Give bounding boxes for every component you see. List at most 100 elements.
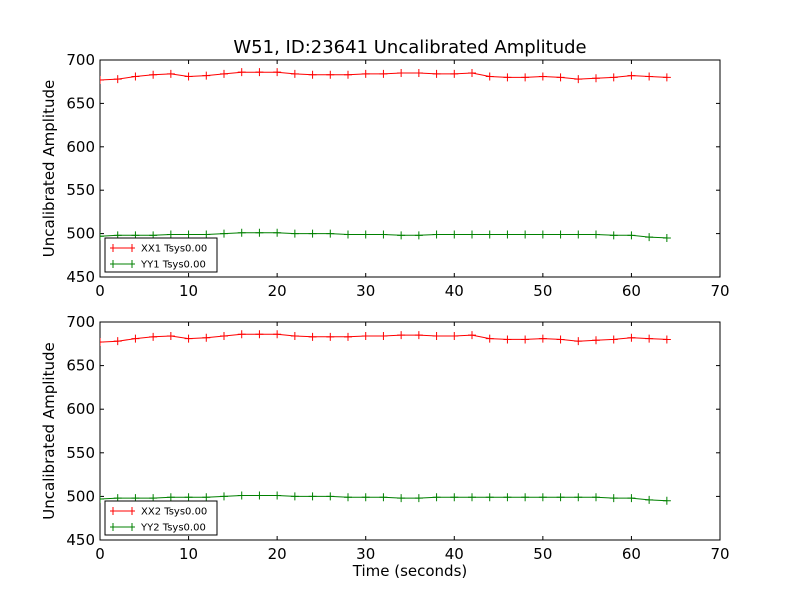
data-point — [184, 493, 193, 502]
data-point — [414, 231, 423, 240]
data-point — [521, 230, 530, 239]
series-1 — [100, 330, 671, 347]
data-point — [361, 69, 370, 78]
data-point — [379, 331, 388, 340]
x-tick-label: 50 — [533, 545, 552, 563]
data-point — [627, 71, 636, 80]
data-point — [609, 73, 618, 82]
data-point — [273, 491, 282, 500]
series-1 — [100, 68, 671, 84]
legend: XX2 Tsys0.00 YY2 Tsys0.00 — [104, 500, 218, 536]
data-point — [379, 230, 388, 239]
data-point — [255, 491, 264, 500]
data-point — [662, 335, 671, 344]
data-point — [450, 69, 459, 78]
data-point — [100, 232, 104, 241]
data-point — [255, 330, 264, 339]
data-point — [645, 495, 654, 504]
y-tick-label: 450 — [66, 268, 95, 286]
data-point — [397, 494, 406, 503]
y-axis-label: Uncalibrated Amplitude — [40, 342, 58, 519]
data-point — [361, 230, 370, 239]
data-point — [166, 69, 175, 78]
data-point — [627, 231, 636, 240]
x-axis-label: Time (seconds) — [352, 562, 468, 580]
data-point — [326, 229, 335, 238]
data-point — [397, 69, 406, 78]
data-point — [503, 493, 512, 502]
x-tick-label: 70 — [710, 545, 729, 563]
data-point — [645, 233, 654, 242]
data-point — [592, 493, 600, 502]
data-point — [326, 332, 335, 341]
data-point — [645, 334, 654, 343]
data-point — [468, 493, 476, 502]
data-point — [184, 72, 193, 81]
y-tick-label: 550 — [66, 181, 95, 199]
data-point — [556, 493, 565, 502]
data-point — [432, 230, 441, 239]
data-point — [592, 74, 600, 83]
data-point — [592, 230, 600, 239]
data-point — [237, 491, 246, 500]
data-point — [220, 331, 228, 340]
x-tick-label: 50 — [533, 282, 552, 300]
legend-label: YY1 Tsys0.00 — [140, 260, 206, 271]
data-point — [627, 494, 636, 503]
data-point — [574, 337, 583, 346]
chart-title: W51, ID:23641 Uncalibrated Amplitude — [233, 37, 586, 58]
data-point — [255, 228, 264, 237]
data-point — [556, 73, 565, 82]
data-point — [308, 332, 317, 341]
x-tick-label: 10 — [179, 545, 198, 563]
data-point — [574, 230, 583, 239]
x-tick-label: 20 — [268, 545, 287, 563]
data-point — [503, 335, 512, 344]
legend: XX1 Tsys0.00 YY1 Tsys0.00 — [104, 237, 218, 273]
data-point — [592, 336, 600, 345]
data-point — [131, 334, 140, 343]
data-point — [485, 334, 494, 343]
data-point — [149, 332, 158, 341]
data-point — [609, 335, 618, 344]
data-point — [468, 331, 476, 340]
data-point — [645, 72, 654, 81]
data-point — [414, 494, 423, 503]
y-tick-label: 700 — [66, 51, 95, 69]
x-tick-label: 30 — [356, 545, 375, 563]
legend-label: XX2 Tsys0.00 — [141, 507, 207, 518]
data-point — [273, 330, 282, 339]
x-tick-label: 0 — [95, 545, 105, 563]
data-point — [662, 233, 671, 242]
data-point — [432, 69, 441, 78]
x-tick-label: 40 — [445, 545, 464, 563]
y-tick-label: 650 — [66, 357, 95, 375]
y-tick-label: 700 — [66, 313, 95, 331]
data-point — [521, 335, 530, 344]
data-point — [166, 230, 175, 239]
data-point — [450, 331, 459, 340]
data-point — [290, 69, 299, 78]
legend-label: YY2 Tsys0.00 — [140, 523, 206, 534]
data-point — [220, 69, 228, 78]
data-point — [344, 70, 352, 79]
x-tick-label: 60 — [622, 545, 641, 563]
data-point — [432, 331, 441, 340]
data-point — [379, 69, 388, 78]
data-point — [237, 330, 246, 339]
data-point — [468, 230, 476, 239]
data-point — [379, 493, 388, 502]
legend-marker — [112, 244, 133, 252]
legend-marker — [112, 507, 133, 515]
data-point — [166, 493, 175, 502]
x-tick-label: 30 — [356, 282, 375, 300]
legend-marker — [112, 523, 133, 531]
x-tick-label: 10 — [179, 282, 198, 300]
data-point — [290, 229, 299, 238]
data-point — [255, 68, 264, 77]
legend-box — [104, 500, 218, 536]
data-point — [574, 493, 583, 502]
data-point — [344, 493, 352, 502]
data-point — [184, 230, 193, 239]
data-point — [113, 75, 122, 84]
